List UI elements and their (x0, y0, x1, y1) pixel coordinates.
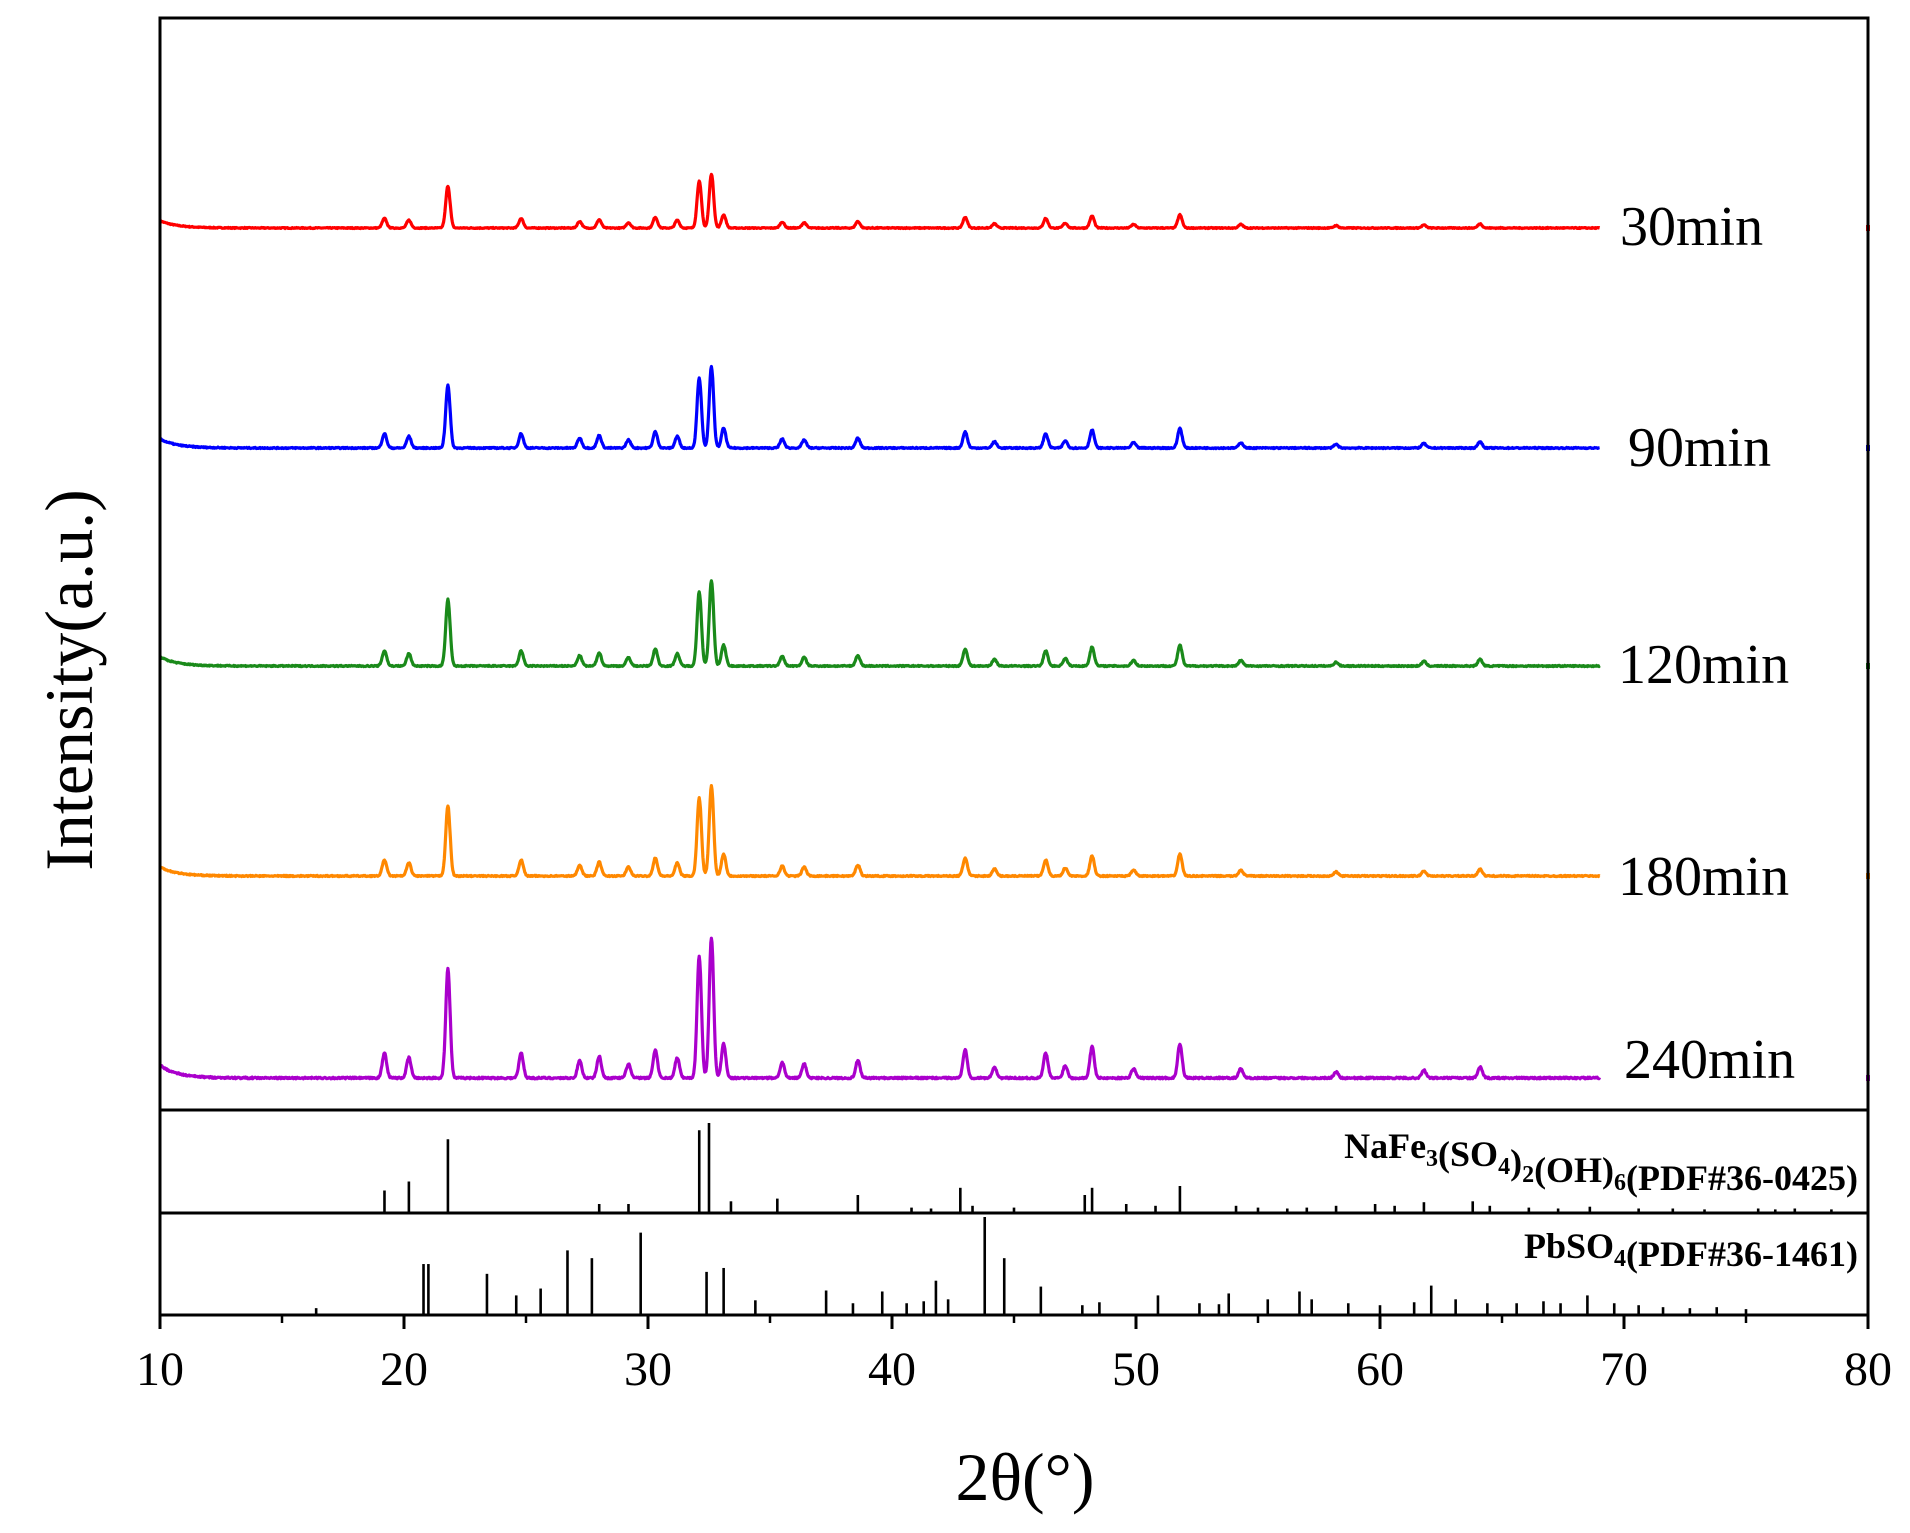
x-tick-label-80: 80 (1844, 1343, 1892, 1396)
series-line-180min (159, 784, 1601, 879)
series-label-120min: 120min (1618, 634, 1789, 696)
ref-label-PbSO4: PbSO4(PDF#36-1461) (1524, 1226, 1858, 1274)
x-tick-label-40: 40 (868, 1343, 916, 1396)
y-axis-label: Intensity(a.u.) (31, 489, 107, 870)
series-label-30min: 30min (1620, 196, 1763, 258)
x-tick-label-50: 50 (1112, 1343, 1160, 1396)
x-axis-label: 2θ(°) (955, 1439, 1094, 1515)
x-tick-label-10: 10 (136, 1343, 184, 1396)
series-label-240min: 240min (1624, 1029, 1795, 1091)
series-line-30min (158, 172, 1601, 231)
axes-layer: 10 20 30 40 50 60 70 80 (136, 16, 1892, 1396)
x-tick-label-30: 30 (624, 1343, 672, 1396)
series-label-90min: 90min (1628, 417, 1771, 479)
x-tick-label-20: 20 (380, 1343, 428, 1396)
ref-label-NaFe3(SO4)2(OH)6: NaFe3(SO4)2(OH)6(PDF#36-0425) (1344, 1126, 1858, 1198)
x-tick-label-70: 70 (1600, 1343, 1648, 1396)
series-label-180min: 180min (1618, 846, 1789, 908)
series-line-120min (158, 579, 1601, 669)
x-tick-label-60: 60 (1356, 1343, 1404, 1396)
series-layer: 30min 90min 120min 180min 240min (158, 172, 1870, 1091)
reference-layer: NaFe3(SO4)2(OH)6(PDF#36-0425) PbSO4(PDF#3… (314, 1123, 1858, 1315)
series-line-90min (158, 364, 1601, 451)
series-line-240min (158, 936, 1602, 1081)
